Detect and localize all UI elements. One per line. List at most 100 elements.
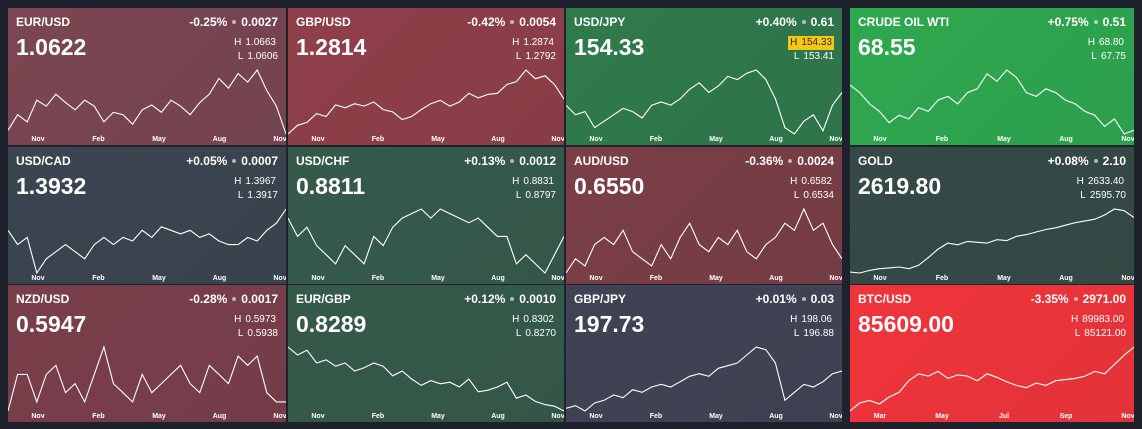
price: 0.8289 bbox=[296, 311, 367, 337]
x-axis-label: Mar bbox=[874, 413, 887, 420]
x-axis-label: Nov bbox=[273, 136, 286, 143]
low-value: 153.41 bbox=[803, 51, 834, 62]
x-axis-label: May bbox=[431, 275, 445, 282]
x-axis-label: Feb bbox=[92, 136, 104, 143]
sparkline-chart: Nov Feb May Aug Nov bbox=[8, 345, 286, 420]
x-axis-label: Nov bbox=[1121, 413, 1134, 420]
ticker-tile[interactable]: Nov Feb May Aug Nov NZD/USD -0.28% 0.0017 0.5947… bbox=[8, 285, 286, 422]
x-axis-label: Nov bbox=[551, 413, 564, 420]
low-label: L bbox=[1074, 328, 1081, 339]
high-row: H 68.80 bbox=[1086, 36, 1126, 50]
x-axis-label: Feb bbox=[650, 275, 662, 282]
ticker-tile[interactable]: Nov Feb May Aug Nov USD/CAD +0.05% 0.0007 1.3932… bbox=[8, 147, 286, 284]
change: +0.13% 0.0012 bbox=[464, 154, 556, 168]
ticker-tile[interactable]: Nov Feb May Aug Nov EUR/USD -0.25% 0.0027 1.0622… bbox=[8, 8, 286, 145]
separator-dot bbox=[232, 297, 237, 301]
x-axis-label: May bbox=[997, 136, 1011, 143]
low-value: 1.2792 bbox=[525, 51, 556, 62]
high-value: 68.80 bbox=[1098, 37, 1124, 48]
change-value: 0.0012 bbox=[519, 154, 556, 168]
separator-dot bbox=[801, 297, 806, 301]
price: 0.6550 bbox=[574, 173, 645, 199]
low-row: L 2595.70 bbox=[1075, 189, 1126, 203]
change: +0.75% 0.51 bbox=[1048, 15, 1126, 29]
x-axis-label: Feb bbox=[372, 275, 384, 282]
ticker-tile[interactable]: Nov Feb May Aug Nov AUD/USD -0.36% 0.0024 0.6550… bbox=[566, 147, 842, 284]
low-value: 1.0606 bbox=[247, 51, 278, 62]
sparkline-chart: Nov Feb May Aug Nov bbox=[566, 346, 842, 420]
x-axis-label: May bbox=[709, 413, 723, 420]
low-row: L 85121.00 bbox=[1069, 327, 1126, 341]
sparkline bbox=[566, 346, 842, 412]
high-value: 89983.00 bbox=[1082, 314, 1124, 325]
price: 154.33 bbox=[574, 34, 645, 60]
change-percent: -0.42% bbox=[467, 15, 506, 29]
high-low: H 154.33 L 153.41 bbox=[788, 36, 834, 64]
change: -0.25% 0.0027 bbox=[189, 15, 278, 29]
ticker-tile[interactable]: Nov Feb May Aug Nov CRUDE OIL WTI +0.75% 0.51 68… bbox=[850, 8, 1134, 145]
symbol: EUR/USD bbox=[16, 15, 71, 29]
x-axis-label: May bbox=[431, 136, 445, 143]
change-value: 2971.00 bbox=[1082, 292, 1126, 306]
sparkline bbox=[566, 69, 842, 135]
change-percent: -0.28% bbox=[189, 292, 228, 306]
high-value: 0.8831 bbox=[523, 176, 554, 187]
change-value: 2.10 bbox=[1102, 154, 1126, 168]
ticker-tile[interactable]: Nov Feb May Aug Nov GBP/JPY +0.01% 0.03 197.73 H 1… bbox=[566, 285, 842, 422]
separator-dot bbox=[1093, 159, 1098, 163]
change-value: 0.51 bbox=[1102, 15, 1126, 29]
x-axis-label: Aug bbox=[491, 275, 505, 282]
low-value: 196.88 bbox=[803, 328, 834, 339]
ticker-tile[interactable]: Nov Feb May Aug Nov GBP/USD -0.42% 0.0054 1.2814… bbox=[288, 8, 564, 145]
sparkline-chart: Nov Feb May Aug Nov bbox=[8, 208, 286, 282]
low-label: L bbox=[793, 190, 800, 201]
high-low: H 1.0663 L 1.0606 bbox=[232, 36, 278, 64]
x-axis-label: Nov bbox=[273, 413, 286, 420]
ticker-tile[interactable]: Nov Feb May Aug Nov USD/JPY +0.40% 0.61 154.33 H 1… bbox=[566, 8, 842, 145]
price: 1.2814 bbox=[296, 34, 367, 60]
change-percent: +0.13% bbox=[464, 154, 506, 168]
separator-dot bbox=[801, 20, 806, 24]
change: +0.08% 2.10 bbox=[1048, 154, 1126, 168]
change: +0.01% 0.03 bbox=[756, 292, 834, 306]
change-percent: +0.05% bbox=[186, 154, 228, 168]
high-row: H 198.06 bbox=[788, 313, 834, 327]
x-axis-label: Feb bbox=[92, 275, 104, 282]
high-label: H bbox=[234, 176, 242, 187]
x-axis-label: Nov bbox=[829, 275, 842, 282]
change: +0.40% 0.61 bbox=[756, 15, 834, 29]
high-value: 1.2874 bbox=[523, 37, 554, 48]
x-axis-label: Aug bbox=[491, 136, 505, 143]
x-axis-label: May bbox=[709, 275, 723, 282]
symbol: USD/CHF bbox=[296, 154, 350, 168]
sparkline-chart: Nov Feb May Aug Nov bbox=[850, 208, 1134, 282]
change-value: 0.0054 bbox=[519, 15, 556, 29]
high-row: H 0.8302 bbox=[510, 313, 556, 327]
x-axis-label: Nov bbox=[311, 275, 324, 282]
separator-dot bbox=[1093, 20, 1098, 24]
high-low: H 89983.00 L 85121.00 bbox=[1069, 313, 1126, 341]
price: 1.3932 bbox=[16, 173, 87, 199]
low-row: L 1.2792 bbox=[510, 50, 556, 64]
ticker-tile[interactable]: Nov Feb May Aug Nov USD/CHF +0.13% 0.0012 0.8811… bbox=[288, 147, 564, 284]
ticker-tile[interactable]: Nov Feb May Aug Nov GOLD +0.08% 2.10 2619.80 H 263… bbox=[850, 147, 1134, 284]
ticker-tile[interactable]: Nov Feb May Aug Nov EUR/GBP +0.12% 0.0010 0.8289… bbox=[288, 285, 564, 422]
x-axis-label: Nov bbox=[829, 136, 842, 143]
high-row: H 0.6582 bbox=[788, 175, 834, 189]
separator-dot bbox=[788, 159, 793, 163]
high-low: H 0.5973 L 0.5938 bbox=[232, 313, 278, 341]
x-axis-label: Nov bbox=[311, 136, 324, 143]
x-axis-label: Nov bbox=[31, 413, 44, 420]
ticker-tile[interactable]: Mar May Jul Sep Nov BTC/USD -3.35% 2971.00 85609… bbox=[850, 285, 1134, 422]
sparkline bbox=[288, 69, 564, 135]
high-low: H 0.6582 L 0.6534 bbox=[788, 175, 834, 203]
sparkline-chart: Nov Feb May Aug Nov bbox=[566, 69, 842, 143]
symbol: EUR/GBP bbox=[296, 292, 351, 306]
sparkline bbox=[566, 207, 842, 274]
high-label: H bbox=[512, 37, 520, 48]
price: 0.8811 bbox=[296, 173, 366, 199]
high-low: H 0.8831 L 0.8797 bbox=[510, 175, 556, 203]
change-percent: +0.01% bbox=[755, 292, 797, 306]
low-label: L bbox=[1080, 190, 1086, 201]
symbol: USD/CAD bbox=[16, 154, 71, 168]
